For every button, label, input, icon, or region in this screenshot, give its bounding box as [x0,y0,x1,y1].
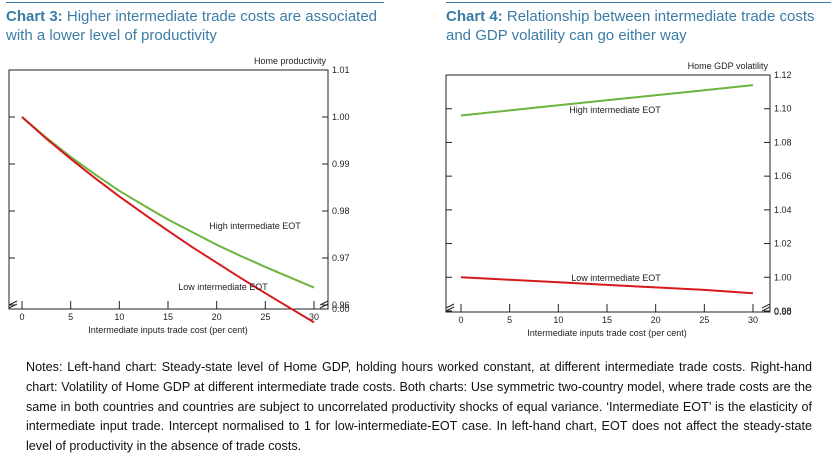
chart4-y-axis-label: Home GDP volatility [688,61,769,71]
chart3-title: Chart 3: Higher intermediate trade costs… [6,7,386,45]
chart3-axis-break-mark [8,303,18,309]
chart3-y-tick-label: 0.96 [332,300,350,310]
chart3-x-axis-label: Intermediate inputs trade cost (per cent… [88,325,248,335]
chart3-title-text: Higher intermediate trade costs are asso… [6,8,378,44]
chart4-plot-frame [445,74,771,313]
chart4-axis-break-mark [445,306,455,312]
chart3-y-tick-label: 1.01 [332,65,350,75]
chart3-plot: 0 5 10 15 20 25 30 Intermediate inputs trade co… [8,56,350,335]
chart4-axis-break-mark [445,303,455,309]
chart4-x-tick-label: 20 [651,315,661,325]
notes-text: Notes: Left-hand chart: Steady-state lev… [26,360,812,454]
chart3-x-tick-label: 25 [260,312,270,322]
chart3-axis-break-mark [8,300,18,306]
chart4-x-tick-label: 25 [699,315,709,325]
chart3-title-number: Chart 3: [6,8,63,25]
chart4-y-tick-label: 1.06 [774,171,792,181]
chart3-x-tick-label: 20 [212,312,222,322]
chart4-plot: 0 5 10 15 20 25 30 Intermediate inputs trade co… [445,61,792,338]
chart3-axis-break-mark [319,303,329,309]
chart3-series-label-low-eot: Low intermediate EOT [178,282,268,292]
chart4-x-tick-label: 30 [748,315,758,325]
chart4-title-number: Chart 4: [446,8,503,25]
chart4-x-tick-label: 10 [553,315,563,325]
chart4-title-rule [446,2,831,3]
chart4-y-tick-label: 1.08 [774,137,792,147]
chart4-axis-break-mark [761,306,771,312]
chart4-axis-break-mark [761,303,771,309]
chart3-y-tick-label: 0.98 [332,206,350,216]
chart3-x-tick-label: 15 [163,312,173,322]
chart4-x-tick-label: 5 [507,315,512,325]
chart4-series-label-low-eot: Low intermediate EOT [571,273,661,283]
chart3-y-axis-label: Home productivity [254,56,327,66]
chart3-series-line-high-eot [21,116,315,289]
chart4-series-label-high-eot: High intermediate EOT [569,105,661,115]
chart3-y-tick-label: 0.97 [332,253,350,263]
chart4-title-text: Relationship between intermediate trade … [446,8,815,44]
chart4-series-line-high-eot [460,84,754,117]
chart4-title: Chart 4: Relationship between intermedia… [446,7,833,45]
chart4-y-tick-label: 1.00 [774,272,792,282]
chart4-y-tick-label: 1.04 [774,205,792,215]
chart3-x-tick-label: 0 [19,312,24,322]
chart4-x-axis-label: Intermediate inputs trade cost (per cent… [527,328,687,338]
chart4-y-break-label: 0.00 [774,307,792,317]
chart3-x-tick-label: 30 [309,312,319,322]
chart3-title-rule [6,2,384,3]
chart4-y-tick-label: 1.12 [774,70,792,80]
chart3-x-tick-label: 10 [114,312,124,322]
chart4-panel: Chart 4: Relationship between intermedia… [440,0,833,350]
chart3-y-break-label: 0.00 [332,304,350,314]
chart3-axis-break-mark [319,300,329,306]
chart4-y-tick-label: 1.02 [774,239,792,249]
chart4-x-tick-label: 15 [602,315,612,325]
chart3-x-tick-label: 5 [68,312,73,322]
chart3-y-tick-label: 0.99 [332,159,350,169]
chart3-series-label-high-eot: High intermediate EOT [209,221,301,231]
chart3-series-line-low-eot [21,116,315,324]
chart4-series-line-low-eot [460,276,754,295]
chart3-panel: Chart 3: Higher intermediate trade costs… [0,0,390,350]
chart4-x-tick-label: 0 [458,315,463,325]
chart4-y-tick-label: 0.98 [774,306,792,316]
chart4-y-tick-label: 1.10 [774,104,792,114]
chart3-y-tick-label: 1.00 [332,112,350,122]
